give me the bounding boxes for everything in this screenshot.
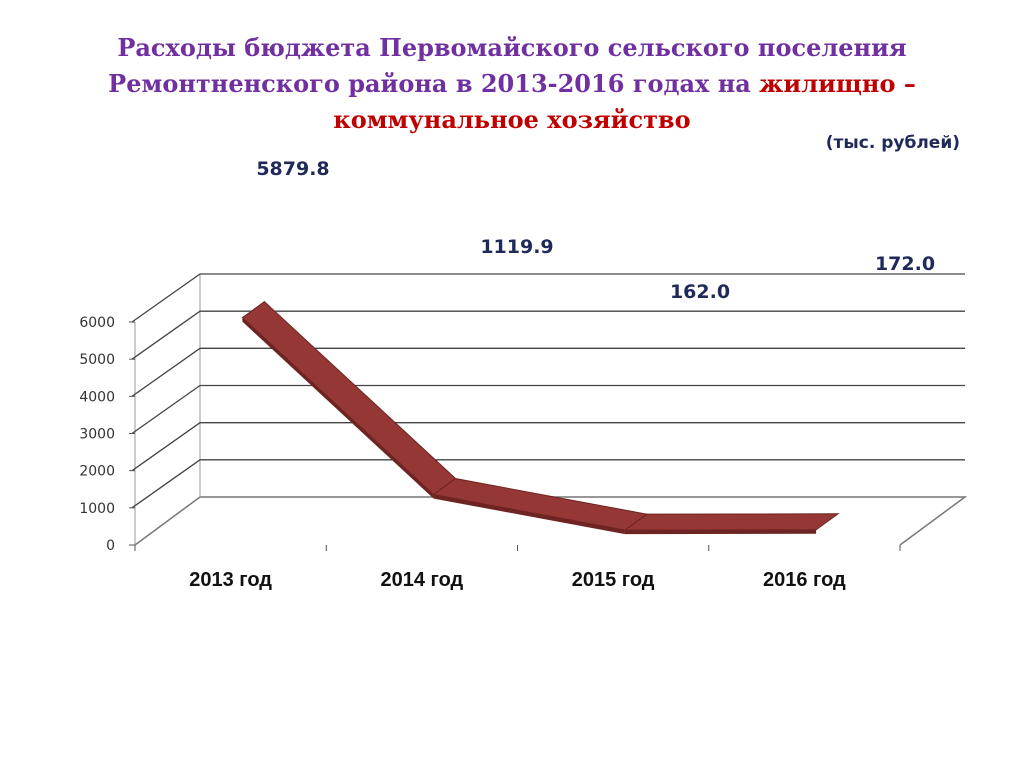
gridline bbox=[131, 273, 965, 323]
y-tick-label: 5000 bbox=[79, 352, 115, 368]
chart-floor bbox=[134, 496, 968, 546]
y-tick-label: 6000 bbox=[79, 315, 115, 331]
x-tick-label: 2015 год bbox=[572, 569, 655, 591]
gridline bbox=[131, 384, 965, 435]
gridlines bbox=[131, 273, 965, 509]
title-line-2-text: Ремонтненского района в 2013-2016 годах … bbox=[108, 69, 760, 98]
y-tick-label: 2000 bbox=[79, 464, 115, 480]
x-tick-label: 2013 год bbox=[189, 569, 272, 591]
ribbon-edge bbox=[433, 494, 625, 535]
data-label: 5879.8 bbox=[256, 158, 329, 180]
data-label: 172.0 bbox=[875, 253, 935, 275]
gridline bbox=[131, 422, 965, 472]
x-axis: 2013 год 2014 год 2015 год 2016 год bbox=[134, 545, 901, 591]
y-tick-label: 0 bbox=[106, 538, 115, 554]
units-label: (тыс. рублей) bbox=[825, 133, 960, 153]
data-label: 162.0 bbox=[670, 281, 730, 303]
ribbon-edge bbox=[242, 317, 434, 499]
x-tick-label: 2016 год bbox=[763, 569, 846, 591]
gridline bbox=[131, 459, 965, 509]
gridline bbox=[131, 347, 965, 397]
x-tick-label: 2014 год bbox=[380, 569, 463, 591]
ribbon-edge bbox=[624, 529, 817, 535]
ribbon-segment bbox=[241, 301, 457, 496]
y-tick-label: 3000 bbox=[79, 427, 115, 443]
data-label: 1119.9 bbox=[480, 236, 553, 258]
title-line-1: Расходы бюджета Первомайского сельского … bbox=[117, 33, 907, 62]
y-axis: 0 1000 2000 3000 4000 5000 6000 bbox=[79, 315, 135, 554]
data-ribbon bbox=[241, 301, 840, 535]
chart-title: Расходы бюджета Первомайского сельского … bbox=[40, 30, 984, 138]
ribbon-segment bbox=[623, 513, 840, 531]
title-line-2: Ремонтненского района в 2013-2016 годах … bbox=[40, 66, 984, 102]
y-tick-label: 1000 bbox=[79, 501, 115, 517]
title-line-3: коммунальное хозяйство bbox=[333, 105, 691, 134]
gridline bbox=[131, 310, 965, 360]
data-labels: 5879.8 1119.9 162.0 172.0 bbox=[256, 158, 935, 303]
title-highlight-1: жилищно – bbox=[759, 69, 916, 98]
y-tick-label: 4000 bbox=[79, 389, 115, 405]
